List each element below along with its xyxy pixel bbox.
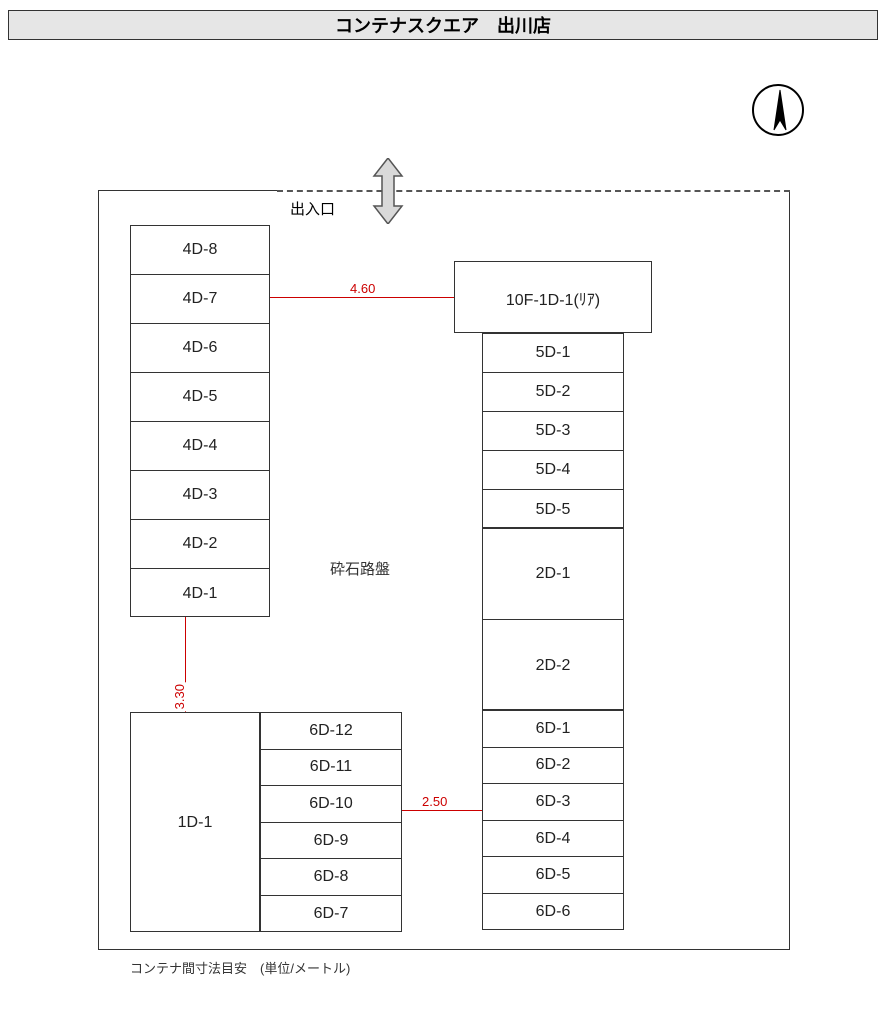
container-unit-label: 6D-6 xyxy=(536,903,571,921)
container-unit: 5D-1 xyxy=(483,334,623,373)
container-unit: 4D-2 xyxy=(131,520,269,569)
container-unit: 2D-2 xyxy=(483,620,623,711)
container-unit: 6D-5 xyxy=(483,857,623,894)
ground-surface-label: 砕石路盤 xyxy=(330,558,390,579)
container-unit-label: 4D-8 xyxy=(183,241,218,259)
entrance-label: 出入口 xyxy=(288,198,337,219)
container-unit-label: 5D-2 xyxy=(536,383,571,401)
dimension-label: 2.50 xyxy=(420,794,449,809)
container-block-col-6D-right: 6D-1 6D-2 6D-3 6D-4 6D-5 6D-6 xyxy=(482,710,624,930)
container-unit-label: 5D-1 xyxy=(536,344,571,362)
container-unit-label: 4D-7 xyxy=(183,290,218,308)
container-unit-label: 2D-2 xyxy=(536,657,571,675)
container-unit-label: 4D-6 xyxy=(183,339,218,357)
container-unit-label: 6D-2 xyxy=(536,756,571,774)
container-unit-label: 5D-5 xyxy=(536,501,571,519)
container-unit-label: 4D-1 xyxy=(183,585,218,603)
container-unit-label: 4D-4 xyxy=(183,437,218,455)
container-unit-label: 1D-1 xyxy=(178,814,213,832)
container-unit-label: 10F-1D-1(ﾘｱ) xyxy=(506,286,600,310)
container-unit: 6D-12 xyxy=(261,713,401,750)
container-unit: 4D-7 xyxy=(131,275,269,324)
container-unit: 6D-8 xyxy=(261,859,401,896)
container-unit: 6D-4 xyxy=(483,821,623,858)
container-unit-label: 4D-3 xyxy=(183,486,218,504)
container-unit: 10F-1D-1(ﾘｱ) xyxy=(455,262,651,334)
dimension-line xyxy=(270,297,454,298)
title-bar: コンテナスクエア 出川店 xyxy=(8,10,878,40)
container-unit-label: 6D-9 xyxy=(314,832,349,850)
container-unit-label: 5D-4 xyxy=(536,461,571,479)
container-unit-label: 6D-10 xyxy=(309,795,353,813)
container-unit: 5D-5 xyxy=(483,490,623,529)
container-unit: 5D-4 xyxy=(483,451,623,490)
container-block-col-10F: 10F-1D-1(ﾘｱ) xyxy=(454,261,652,333)
container-unit: 6D-7 xyxy=(261,896,401,933)
container-unit: 6D-9 xyxy=(261,823,401,860)
container-block-col-1D: 1D-1 xyxy=(130,712,260,932)
site-top-border-solid xyxy=(98,190,277,191)
container-unit-label: 6D-5 xyxy=(536,866,571,884)
dimension-line xyxy=(402,810,482,811)
container-block-col-5D: 5D-1 5D-2 5D-3 5D-4 5D-5 xyxy=(482,333,624,528)
container-unit: 4D-5 xyxy=(131,373,269,422)
container-unit: 6D-11 xyxy=(261,750,401,787)
container-unit: 4D-4 xyxy=(131,422,269,471)
container-unit: 6D-3 xyxy=(483,784,623,821)
entrance-arrow-icon xyxy=(370,158,406,224)
container-unit: 4D-8 xyxy=(131,226,269,275)
container-unit: 6D-2 xyxy=(483,748,623,785)
container-unit-label: 4D-2 xyxy=(183,535,218,553)
container-unit-label: 6D-4 xyxy=(536,830,571,848)
container-unit-label: 6D-3 xyxy=(536,793,571,811)
container-unit-label: 6D-1 xyxy=(536,720,571,738)
container-unit-label: 6D-11 xyxy=(310,758,352,776)
container-unit-label: 4D-5 xyxy=(183,388,218,406)
container-unit: 4D-1 xyxy=(131,569,269,618)
container-unit: 5D-2 xyxy=(483,373,623,412)
container-block-col-6D-left: 6D-12 6D-11 6D-10 6D-9 6D-8 6D-7 xyxy=(260,712,402,932)
container-block-col-4D: 4D-8 4D-7 4D-6 4D-5 4D-4 4D-3 4D-2 4D-1 xyxy=(130,225,270,617)
container-unit: 1D-1 xyxy=(131,713,259,933)
container-unit: 4D-3 xyxy=(131,471,269,520)
compass-north-icon xyxy=(752,84,804,136)
container-unit: 6D-6 xyxy=(483,894,623,931)
footnote: コンテナ間寸法目安 (単位/メートル) xyxy=(130,958,350,977)
container-unit-label: 6D-8 xyxy=(314,868,349,886)
container-unit: 2D-1 xyxy=(483,529,623,620)
container-unit: 6D-10 xyxy=(261,786,401,823)
container-unit: 4D-6 xyxy=(131,324,269,373)
container-unit-label: 2D-1 xyxy=(536,565,571,583)
dimension-label: 3.30 xyxy=(172,682,187,711)
container-unit: 5D-3 xyxy=(483,412,623,451)
container-unit: 6D-1 xyxy=(483,711,623,748)
container-unit-label: 6D-7 xyxy=(314,905,349,923)
container-unit-label: 5D-3 xyxy=(536,422,571,440)
container-unit-label: 6D-12 xyxy=(309,722,353,740)
dimension-label: 4.60 xyxy=(348,281,377,296)
container-block-col-2D: 2D-1 2D-2 xyxy=(482,528,624,710)
title-text: コンテナスクエア 出川店 xyxy=(335,12,551,38)
site-top-border-dash xyxy=(277,190,790,192)
